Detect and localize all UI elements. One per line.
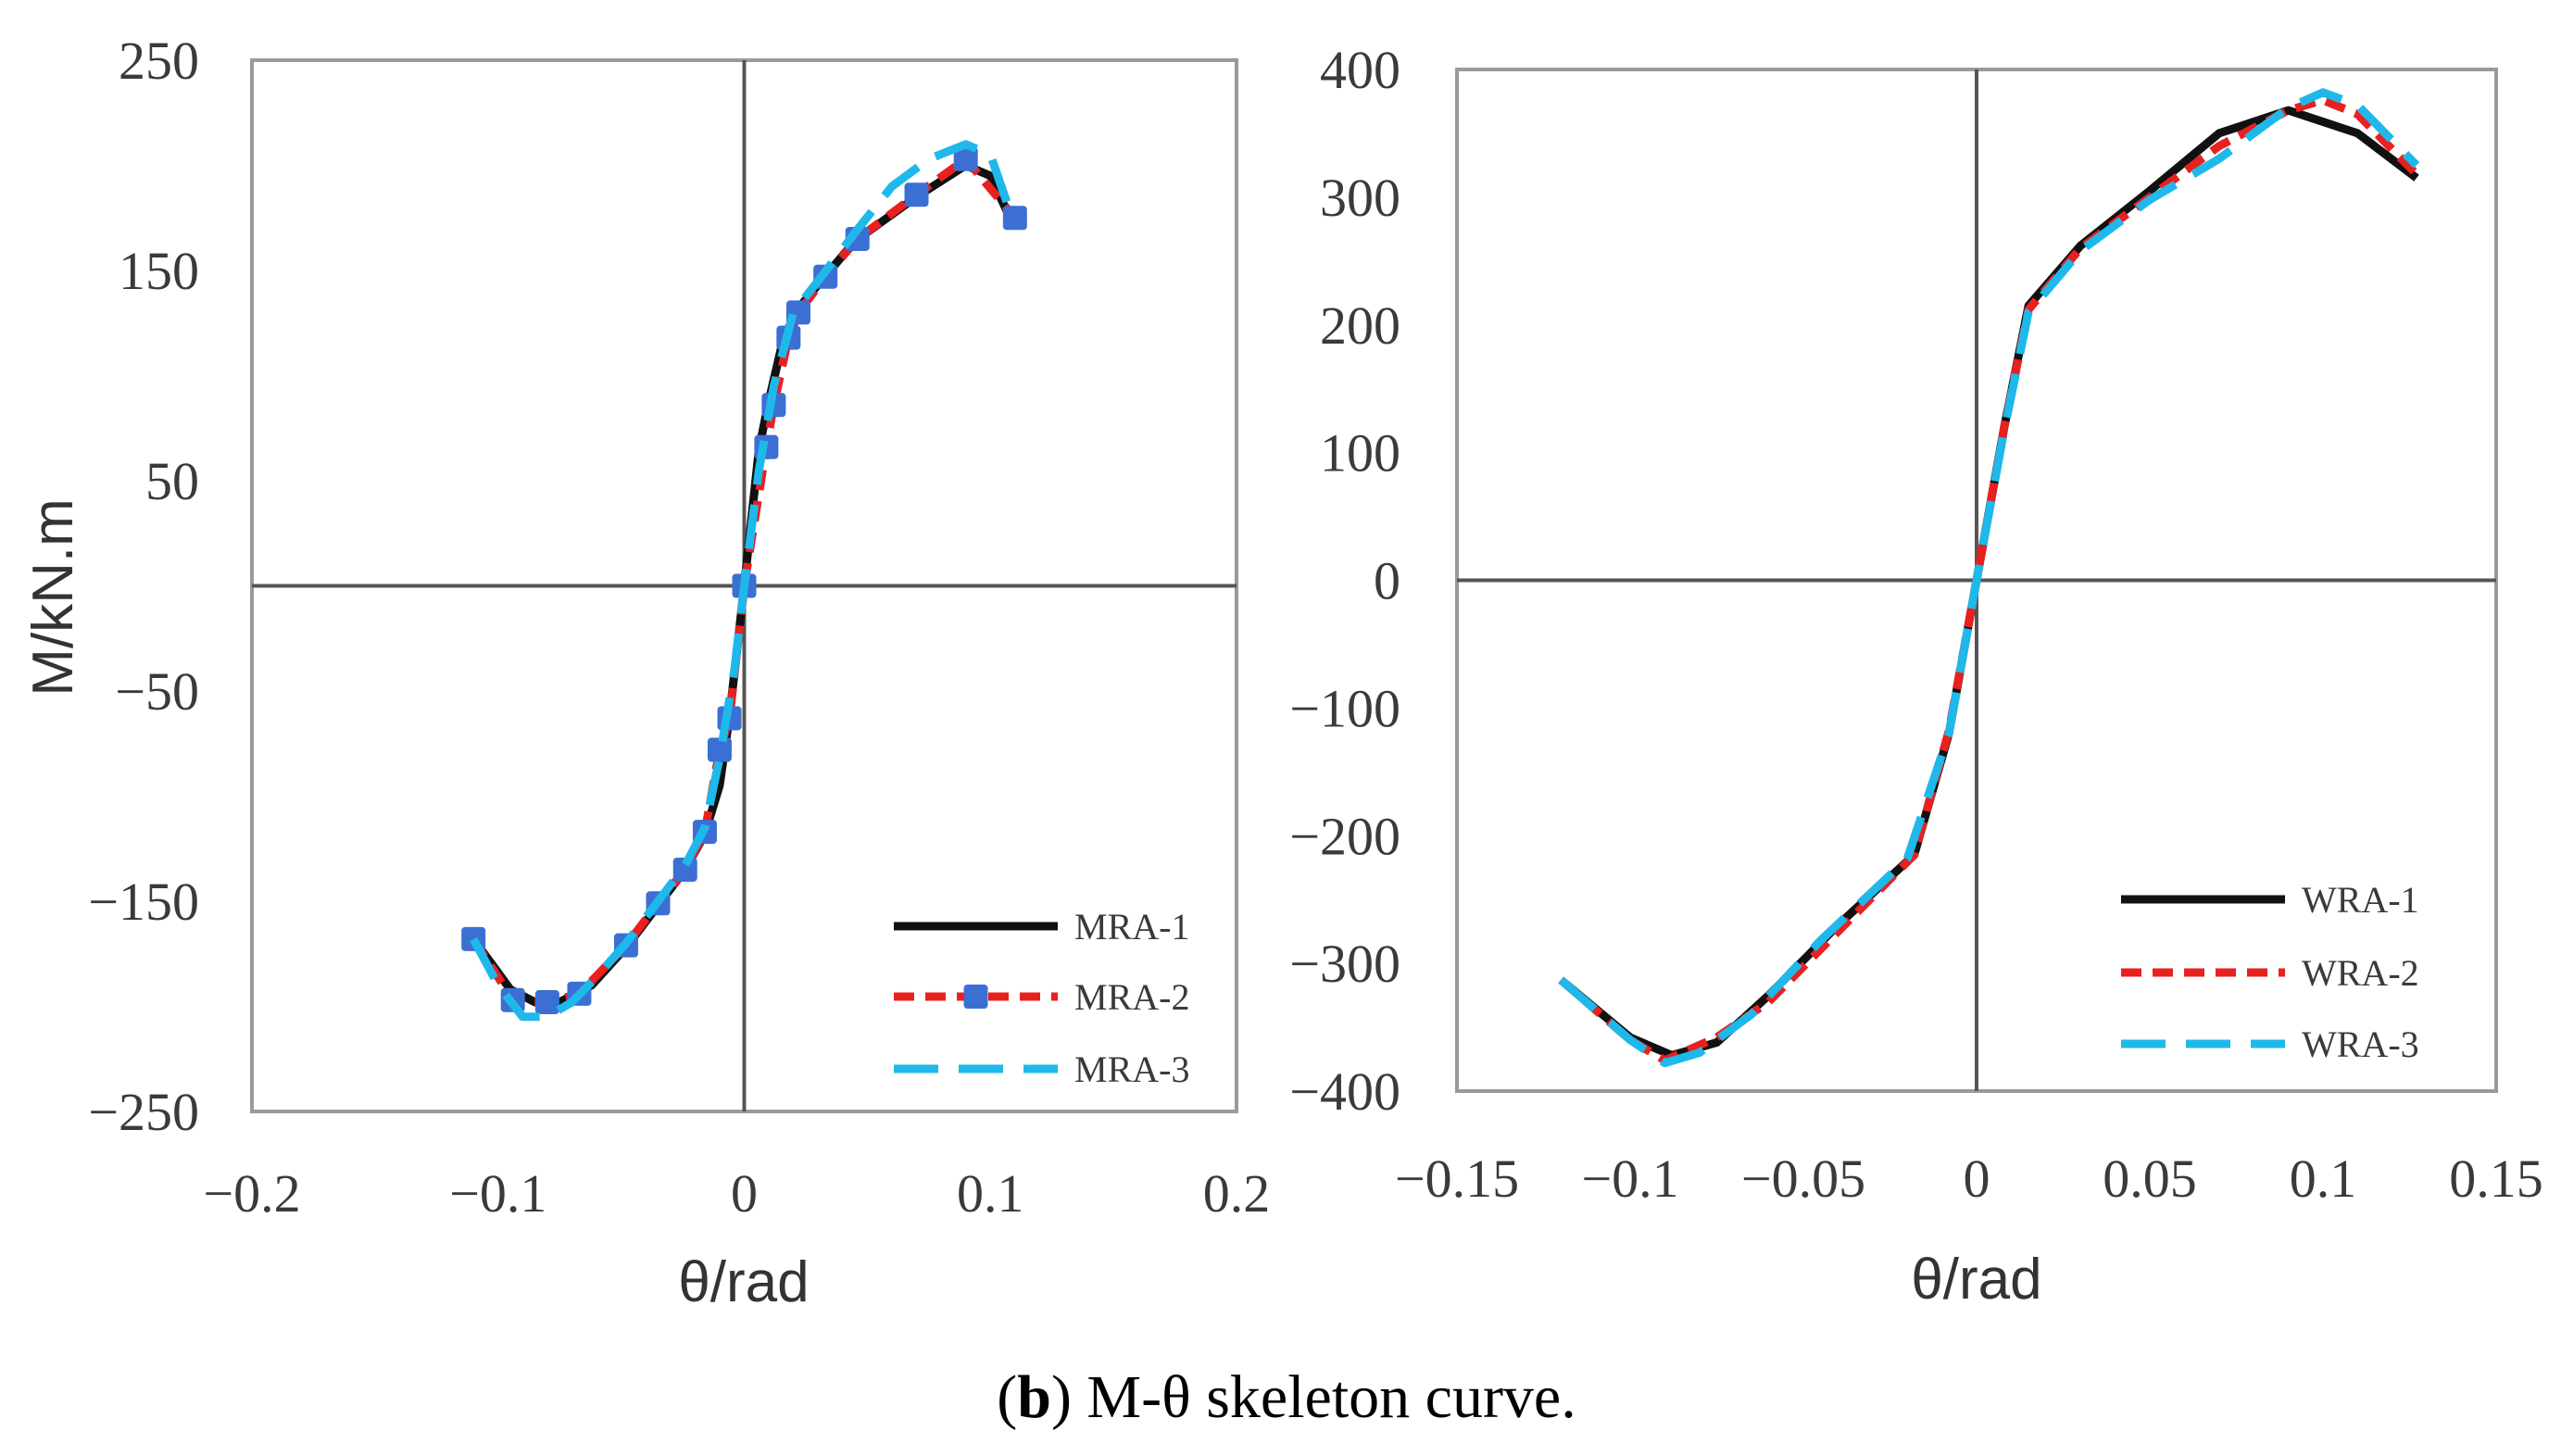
x-axis-label: θ/rad (1911, 1248, 2041, 1312)
y-tick-label: −150 (88, 872, 199, 932)
legend-marker (963, 985, 988, 1009)
legend-label-wra-2: WRA-2 (2302, 952, 2419, 994)
y-tick-label: 0 (1374, 551, 1400, 611)
y-tick-label: −300 (1289, 934, 1400, 994)
y-tick-label: −400 (1289, 1061, 1400, 1122)
data-point-marker (1002, 206, 1027, 231)
x-axis-label: θ/rad (678, 1250, 809, 1314)
series-line-wra-3 (1558, 88, 2420, 1068)
y-tick-label: 300 (1320, 168, 1400, 228)
legend-label-mra-3: MRA-3 (1074, 1048, 1189, 1090)
x-tick-label: −0.05 (1741, 1148, 1865, 1209)
legend-label-wra-1: WRA-1 (2302, 879, 2419, 921)
data-point-marker (534, 989, 559, 1014)
x-tick-label: −0.2 (203, 1163, 300, 1224)
x-tick-label: 0.1 (2290, 1148, 2357, 1209)
y-tick-label: −200 (1289, 806, 1400, 866)
y-tick-label: 150 (119, 241, 199, 301)
y-tick-label: 50 (145, 451, 199, 511)
caption-open-paren: ( (997, 1363, 1017, 1431)
figure-caption: (b) M-θ skeleton curve. (997, 1363, 1576, 1431)
y-axis-label: M/kN.m (21, 498, 85, 697)
y-tick-label: 400 (1320, 40, 1400, 100)
y-tick-label: −250 (88, 1082, 199, 1142)
data-point-marker (707, 737, 732, 762)
x-tick-label: 0.1 (957, 1163, 1024, 1224)
y-tick-label: 250 (119, 31, 199, 91)
y-tick-label: −50 (115, 661, 199, 722)
legend-label-mra-2: MRA-2 (1074, 976, 1189, 1018)
series-line-wra-1 (1558, 106, 2419, 1060)
x-tick-label: 0 (731, 1163, 758, 1224)
right-chart-wra: 400 300 200 100 0 −100 −200 −300 −400 −0.15 −0.1 −0… (1289, 40, 2543, 1312)
caption-text: ) M-θ skeleton curve. (1051, 1363, 1576, 1431)
left-chart-mra: 250 150 50 −50 −150 −250−0.2 −0.1 0 0.1 0.2 θ/rad M… (21, 31, 1270, 1314)
y-tick-label: 100 (1320, 423, 1400, 483)
x-tick-label: 0.15 (2449, 1148, 2543, 1209)
caption-letter: b (1017, 1363, 1051, 1431)
data-point-marker (904, 182, 929, 207)
data-point-marker (953, 146, 978, 171)
y-tick-label: 200 (1320, 295, 1400, 356)
y-tick-label: −100 (1289, 678, 1400, 738)
x-tick-label: 0 (1964, 1148, 1990, 1209)
legend-label-wra-3: WRA-3 (2302, 1023, 2419, 1065)
x-tick-label: −0.1 (1581, 1148, 1678, 1209)
legend-label-mra-1: MRA-1 (1074, 906, 1189, 948)
data-point-marker (672, 857, 697, 882)
x-tick-label: −0.15 (1395, 1148, 1519, 1209)
x-tick-label: 0.2 (1203, 1163, 1271, 1224)
x-tick-label: −0.1 (449, 1163, 546, 1224)
x-tick-label: 0.05 (2103, 1148, 2197, 1209)
series-line-mra-3 (470, 140, 1014, 1022)
